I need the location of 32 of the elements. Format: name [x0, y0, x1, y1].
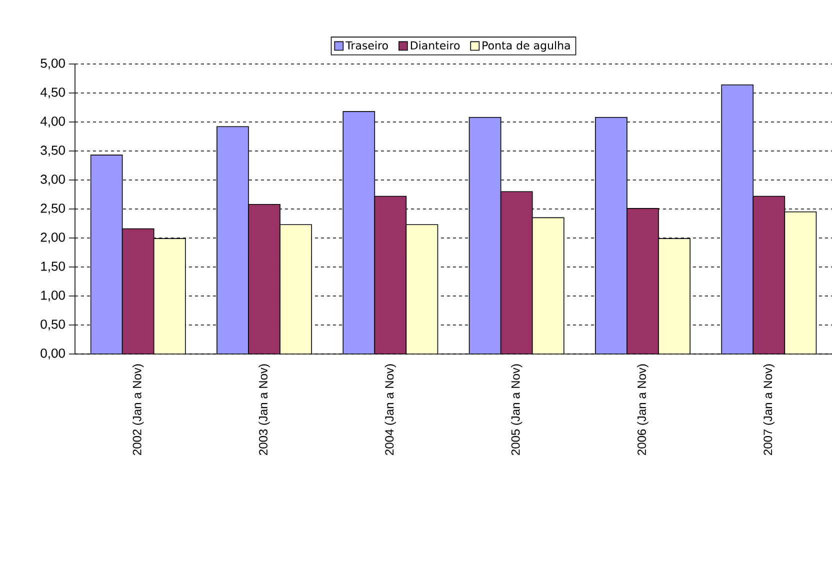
bar — [154, 238, 186, 354]
bar — [500, 192, 532, 354]
bar — [406, 224, 438, 354]
legend-label: Traseiro — [346, 41, 388, 50]
y-tick-label: 3,50 — [40, 146, 65, 156]
bar — [122, 228, 154, 354]
y-tick-label: 1,50 — [41, 262, 65, 272]
legend-label: Ponta de agulha — [482, 41, 570, 52]
bar — [752, 196, 786, 354]
x-tick-label: 2005 (Jan a Nov) — [511, 364, 522, 455]
bar — [374, 196, 406, 354]
y-tick-label: 1,00 — [41, 290, 65, 302]
x-tick-label: 2006 (Jan a Nov) — [637, 364, 648, 455]
bar — [248, 204, 280, 354]
y-tick-label: 5,00 — [40, 58, 65, 70]
bar — [626, 208, 659, 354]
x-tick-label: 2003 (Jan a Nov) — [258, 364, 270, 455]
y-tick-label: 2,50 — [40, 204, 65, 214]
bar — [658, 238, 690, 354]
y-tick-label: 2,00 — [40, 232, 65, 244]
x-tick-label: 2002 (Jan a Nov) — [132, 364, 144, 455]
y-tick-label: 3,00 — [40, 174, 65, 186]
y-tick-label: 4,50 — [40, 88, 65, 98]
x-tick-label: 2004 (Jan a Nov) — [384, 364, 396, 455]
x-tick-label: 2007 (Jan a Nov) — [763, 364, 775, 455]
y-tick-label: 0,50 — [40, 320, 65, 330]
legend-label: Dianteiro — [410, 41, 460, 50]
bar — [532, 218, 564, 354]
bar — [280, 224, 312, 354]
y-tick-label: 4,00 — [40, 116, 65, 128]
y-tick-label: 0,00 — [40, 348, 65, 360]
bar — [784, 212, 817, 354]
